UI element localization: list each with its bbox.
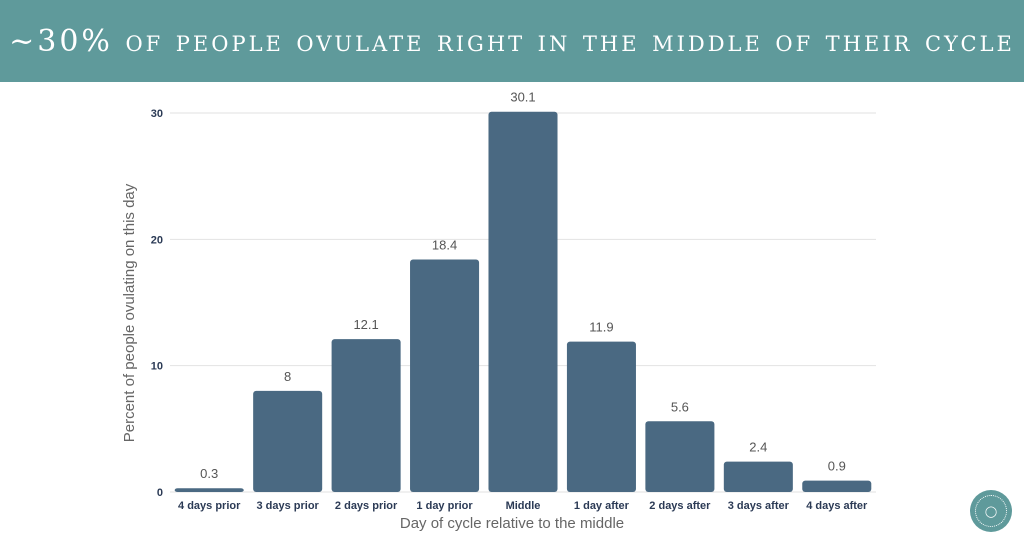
x-tick-label: 1 day after [574,500,630,512]
bar-value-label: 0.9 [828,459,846,474]
bar-value-label: 5.6 [671,399,689,414]
x-tick-label: Middle [506,500,541,512]
x-tick-label: 4 days after [806,500,868,512]
brand-logo: ◯ [970,490,1012,532]
x-tick-label: 2 days prior [335,500,398,512]
bar-value-label: 12.1 [353,317,378,332]
y-tick-labels: 0 10 20 30 [151,108,163,499]
bar-value-label: 30.1 [510,90,535,105]
bars [174,111,872,492]
bar [645,421,715,492]
x-tick-label: 4 days prior [178,500,241,512]
y-tick-label: 30 [151,108,163,120]
x-tick-label: 1 day prior [416,500,473,512]
bar-value-label: 11.9 [589,320,613,335]
bar [174,488,244,492]
bar [410,259,480,492]
bar [723,461,793,492]
title-banner: ~30% of people ovulate right in the midd… [0,0,1024,82]
bar [488,111,558,492]
bar-value-label: 2.4 [749,440,767,455]
bar [331,339,401,492]
y-tick-label: 10 [151,361,163,373]
x-axis-title: Day of cycle relative to the middle [400,515,624,532]
bar [566,341,636,492]
bar-value-label: 8 [284,369,291,384]
y-tick-label: 20 [151,234,163,246]
lightbulb-glasses-icon: ◯ [975,495,1007,527]
bar [802,480,872,492]
bar-value-label: 18.4 [432,238,457,253]
bar-value-label: 0.3 [200,466,218,481]
category-labels: 4 days prior 3 days prior 2 days prior 1 da… [178,500,868,512]
x-tick-label: 2 days after [649,500,711,512]
bar [253,390,323,492]
x-tick-label: 3 days after [728,500,790,512]
x-tick-label: 3 days prior [256,500,319,512]
chart-title: ~30% of people ovulate right in the midd… [9,23,1015,59]
value-labels: 0.3 8 12.1 18.4 30.1 11.9 5.6 2.4 0.9 [200,90,846,481]
y-axis-title: Percent of people ovulating on this day [121,183,138,442]
y-tick-label: 0 [157,487,163,499]
